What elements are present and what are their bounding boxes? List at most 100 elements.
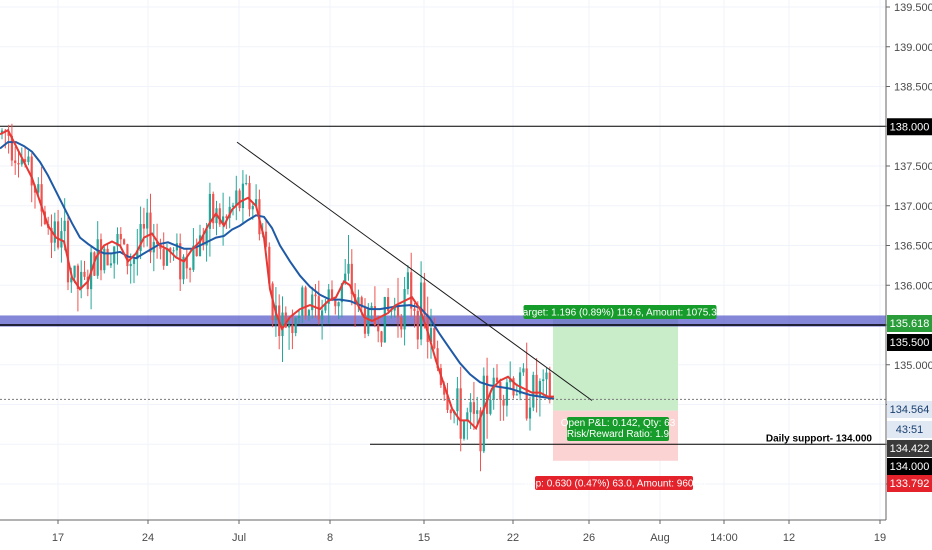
- candle-body: [37, 184, 40, 193]
- candle-body: [116, 233, 119, 247]
- x-tick-label: 17: [52, 532, 64, 544]
- candle-body: [294, 318, 297, 334]
- pnl-line1: Open P&L: 0.142, Qty: 63: [561, 418, 676, 429]
- candle-body: [542, 379, 545, 382]
- candle-body: [106, 248, 109, 266]
- price-marker-label: 134.422: [890, 443, 930, 455]
- x-tick-label: 15: [418, 532, 430, 544]
- candle-body: [479, 410, 482, 452]
- candle-body: [387, 297, 390, 311]
- candle-body: [96, 239, 99, 276]
- price-marker: [887, 315, 932, 332]
- candle-body: [383, 297, 386, 343]
- candle-body: [218, 208, 221, 225]
- price-markers: 138.000 135.618 135.500 134.564 43:51 134.422…: [887, 118, 932, 492]
- candle-body: [235, 190, 238, 206]
- candle-body: [30, 156, 33, 186]
- candle-body: [281, 312, 284, 337]
- candle-body: [109, 263, 112, 266]
- candle-body: [103, 248, 106, 271]
- candle-body: [400, 317, 403, 330]
- x-axis[interactable]: 17 24 Jul 8 15 22 26 Aug 14:00 12 19: [52, 520, 886, 544]
- candle-body: [505, 382, 508, 406]
- price-marker-label: 43:51: [896, 424, 924, 436]
- candle-body: [512, 378, 515, 396]
- x-tick-label: 22: [507, 532, 519, 544]
- target-label[interactable]: Target: 1.196 (0.89%) 119.6, Amount: 107…: [518, 305, 723, 319]
- candle-body: [535, 374, 538, 397]
- price-marker: [887, 440, 932, 457]
- candle-body: [113, 246, 116, 264]
- y-tick-label: 138.500: [894, 82, 932, 94]
- candle-body: [307, 310, 310, 316]
- candle-body: [502, 399, 505, 406]
- x-tick-label: 8: [327, 532, 333, 544]
- candle-body: [162, 248, 165, 266]
- horizontal-levels[interactable]: [0, 125, 886, 445]
- candle-body: [24, 159, 27, 163]
- candle-body: [495, 377, 499, 383]
- candle-body: [208, 193, 211, 229]
- candle-body: [297, 315, 301, 319]
- candle-body: [429, 328, 433, 342]
- candle-body: [231, 205, 235, 207]
- candle-body: [449, 409, 452, 414]
- candle-body: [482, 375, 485, 452]
- candle-body: [136, 250, 139, 260]
- candle-body: [129, 263, 132, 267]
- price-marker: [887, 334, 932, 351]
- candlestick-series: [0, 123, 551, 472]
- pnl-line2: Risk/Reward Ratio: 1.9: [567, 429, 670, 440]
- price-marker: [887, 475, 932, 492]
- candle-body: [50, 227, 53, 243]
- x-tick-label: Aug: [650, 532, 670, 544]
- y-tick-label: 137.000: [894, 201, 932, 213]
- candle-body: [172, 250, 175, 252]
- ma-slow-line: [0, 141, 555, 400]
- candle-body: [396, 304, 400, 318]
- candle-body: [499, 382, 502, 400]
- candle-body: [99, 239, 103, 271]
- candle-body: [330, 289, 334, 301]
- candle-body: [462, 420, 466, 439]
- candle-body: [222, 216, 225, 225]
- price-marker-label: 134.000: [890, 461, 930, 473]
- price-marker-label: 133.792: [890, 478, 930, 490]
- candle-body: [189, 268, 192, 270]
- candle-body: [248, 183, 251, 210]
- candle-body: [123, 239, 126, 245]
- candle-body: [225, 216, 228, 218]
- candle-body: [324, 303, 327, 311]
- candle-body: [538, 381, 541, 397]
- stop-label[interactable]: Stop: 0.630 (0.47%) 63.0, Amount: 960.31: [521, 476, 708, 490]
- ma-fast-line: [0, 128, 554, 431]
- price-marker: [887, 421, 932, 438]
- candle-body: [403, 289, 406, 330]
- candle-body: [489, 399, 492, 414]
- candle-body: [363, 307, 367, 334]
- candle-body: [288, 325, 291, 328]
- candle-body: [10, 135, 13, 161]
- pnl-label[interactable]: Open P&L: 0.142, Qty: 63 Risk/Reward Rat…: [561, 417, 676, 441]
- y-tick-label: 135.000: [894, 360, 932, 372]
- candle-body: [413, 308, 416, 311]
- y-tick-label: 139.000: [894, 42, 932, 54]
- candle-body: [149, 212, 152, 253]
- support-annotation: Daily support- 134.000: [766, 433, 873, 444]
- candle-body: [350, 263, 353, 295]
- candle-body: [311, 294, 314, 311]
- candle-body: [205, 228, 208, 246]
- resistance-band[interactable]: [0, 315, 886, 327]
- candle-body: [406, 272, 409, 290]
- candle-body: [532, 374, 535, 408]
- candle-body: [241, 183, 244, 209]
- candle-body: [304, 287, 307, 316]
- profit-zone: [553, 315, 678, 411]
- candle-body: [373, 306, 376, 325]
- candle-body: [76, 265, 79, 290]
- candle-body: [80, 271, 83, 290]
- candle-body: [466, 412, 469, 421]
- candle-body: [337, 302, 340, 307]
- trendline[interactable]: [236, 141, 593, 401]
